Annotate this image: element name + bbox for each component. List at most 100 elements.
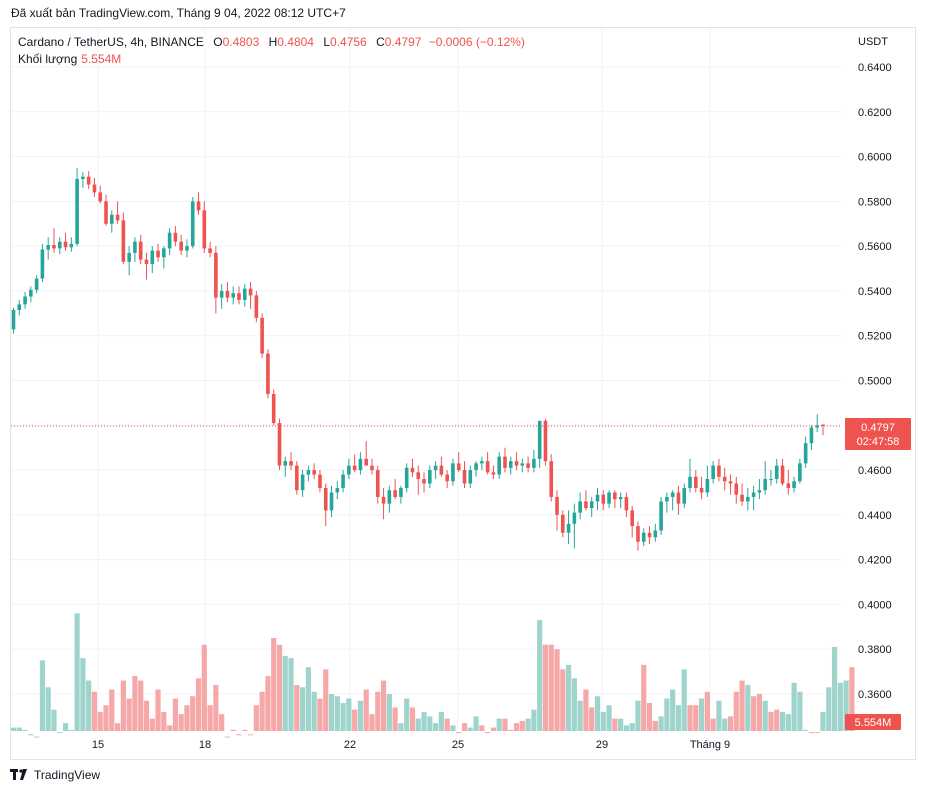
- ohlc-legend: Cardano / TetherUS, 4h, BINANCE O0.4803 …: [18, 35, 525, 49]
- candle-body: [237, 293, 241, 300]
- volume-bar: [843, 680, 849, 731]
- volume-bar: [132, 676, 138, 731]
- candle-body: [815, 425, 820, 428]
- candle-body: [520, 463, 525, 466]
- volume-bar: [577, 700, 583, 731]
- candle-body: [23, 296, 27, 305]
- volume-bar: [276, 644, 283, 731]
- current-price-badge[interactable]: 0.4797 02:47:58: [845, 418, 911, 450]
- candle-body: [104, 201, 108, 224]
- volume-bar: [363, 689, 369, 731]
- volume-bar: [34, 736, 40, 738]
- volume-bar: [444, 718, 450, 731]
- high-value: 0.4804: [277, 35, 314, 49]
- volume-bar: [392, 707, 398, 731]
- volume-bar: [826, 687, 832, 731]
- candle-body: [347, 465, 351, 475]
- volume-bar: [693, 705, 699, 731]
- price-tick: 0.6000: [858, 152, 892, 164]
- volume-bar: [554, 649, 560, 731]
- time-tick: 18: [199, 739, 211, 751]
- candle-body: [17, 304, 22, 310]
- volume-bar: [172, 698, 178, 731]
- volume-bar: [421, 711, 427, 731]
- candle-body: [86, 176, 91, 185]
- candle-body: [508, 461, 513, 468]
- candle-body: [277, 423, 282, 466]
- published-header: Đã xuất bản TradingView.com, Tháng 9 04,…: [11, 6, 346, 20]
- volume-bar: [346, 698, 352, 731]
- volume-bar: [623, 725, 630, 731]
- candle-body: [763, 479, 767, 491]
- candle-body: [670, 492, 675, 497]
- volume-bar: [814, 732, 820, 734]
- candle-body: [92, 184, 97, 193]
- candle-body: [572, 512, 577, 524]
- volume-bar: [219, 714, 225, 731]
- price-axis: 0.6400 0.6200 0.6000 0.5800 0.5600 0.5400 0.52…: [858, 62, 892, 701]
- volume-bar: [519, 720, 525, 731]
- volume-bar: [618, 718, 624, 731]
- candle-body: [474, 463, 478, 471]
- candle-body: [526, 463, 530, 468]
- volume-bar: [74, 613, 80, 731]
- volume-bar: [242, 729, 248, 731]
- volume-bar: [791, 682, 797, 731]
- volume-bars: [10, 613, 855, 738]
- volume-bar: [259, 691, 265, 731]
- candle-body: [387, 490, 392, 504]
- volume-bar: [230, 729, 236, 731]
- price-tick: 0.5000: [858, 376, 892, 388]
- volume-bar: [704, 691, 710, 731]
- candle-body: [618, 496, 623, 500]
- volume-bar: [271, 638, 277, 731]
- candle-body: [410, 467, 415, 473]
- volume-bar: [531, 709, 537, 731]
- volume-bar: [600, 711, 606, 731]
- volume-bar: [404, 698, 410, 731]
- volume-bar: [334, 696, 340, 731]
- volume-bar: [375, 691, 381, 731]
- volume-bar: [808, 732, 815, 734]
- volume-bar: [438, 711, 444, 731]
- time-tick: 29: [596, 739, 608, 751]
- chart-frame[interactable]: [10, 27, 916, 760]
- candle-body: [260, 317, 264, 354]
- candle-body: [693, 476, 698, 488]
- candle-body: [451, 463, 455, 482]
- candle-body: [653, 530, 658, 538]
- candle-body: [138, 241, 143, 260]
- volume-bar: [149, 718, 155, 731]
- candle-body: [641, 532, 646, 542]
- volume-bar: [138, 680, 144, 731]
- candle-body: [584, 501, 588, 509]
- candle-body: [578, 501, 582, 513]
- volume-bar: [525, 718, 531, 731]
- volume-bar: [357, 700, 364, 731]
- grid-lines: [11, 28, 842, 731]
- volume-legend: Khối lượng 5.554M: [18, 52, 121, 66]
- volume-bar: [803, 729, 809, 731]
- volume-bar: [57, 732, 63, 734]
- volume-bar: [756, 694, 762, 731]
- volume-label[interactable]: Khối lượng: [18, 52, 78, 66]
- volume-bar: [62, 723, 69, 731]
- current-price-badge-bg: [845, 418, 911, 450]
- volume-bar: [589, 707, 595, 731]
- candle-body: [480, 461, 484, 464]
- volume-bar: [201, 644, 207, 731]
- footer-brand[interactable]: TradingView: [10, 768, 100, 782]
- volume-bar: [398, 723, 404, 731]
- price-tick: 0.4600: [858, 465, 892, 477]
- candle-body: [133, 241, 137, 253]
- candle-body: [746, 496, 750, 502]
- candle-body: [167, 232, 172, 249]
- candle-body: [364, 458, 369, 466]
- volume-bar: [28, 734, 34, 736]
- candle-body: [63, 241, 68, 248]
- close-label: C: [376, 35, 385, 49]
- volume-bar: [45, 687, 51, 731]
- symbol-title[interactable]: Cardano / TetherUS, 4h, BINANCE: [18, 35, 204, 49]
- volume-bar: [427, 716, 433, 731]
